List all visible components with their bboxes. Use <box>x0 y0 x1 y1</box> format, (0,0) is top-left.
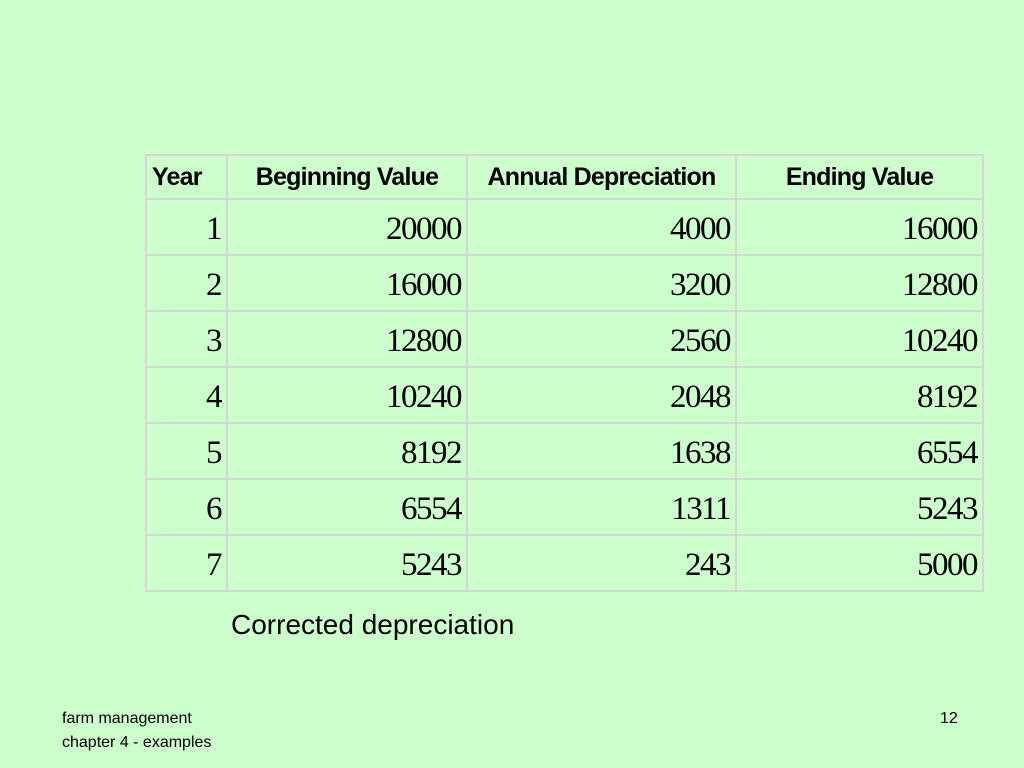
cell-annual-depreciation: 1638 <box>466 422 737 480</box>
cell-ending-value: 6554 <box>735 422 984 480</box>
cell-ending-value: 5000 <box>735 534 984 592</box>
cell-beginning-value: 10240 <box>226 366 468 424</box>
cell-year: 1 <box>145 198 228 256</box>
cell-ending-value: 12800 <box>735 254 984 312</box>
slide-page-number: 12 <box>940 710 958 727</box>
cell-year: 2 <box>145 254 228 312</box>
table-row: 4 10240 2048 8192 <box>145 366 984 424</box>
cell-year: 6 <box>145 478 228 536</box>
cell-annual-depreciation: 4000 <box>466 198 737 256</box>
table-row: 7 5243 243 5000 <box>145 534 984 592</box>
cell-year: 7 <box>145 534 228 592</box>
header-year: Year <box>145 154 228 200</box>
table-row: 2 16000 3200 12800 <box>145 254 984 312</box>
table-header-row: Year Beginning Value Annual Depreciation… <box>145 154 984 200</box>
cell-beginning-value: 6554 <box>226 478 468 536</box>
cell-annual-depreciation: 3200 <box>466 254 737 312</box>
cell-annual-depreciation: 243 <box>466 534 737 592</box>
cell-year: 5 <box>145 422 228 480</box>
header-beginning-value: Beginning Value <box>226 154 468 200</box>
table-row: 1 20000 4000 16000 <box>145 198 984 256</box>
cell-ending-value: 16000 <box>735 198 984 256</box>
cell-ending-value: 5243 <box>735 478 984 536</box>
cell-beginning-value: 16000 <box>226 254 468 312</box>
cell-beginning-value: 20000 <box>226 198 468 256</box>
cell-beginning-value: 5243 <box>226 534 468 592</box>
cell-annual-depreciation: 1311 <box>466 478 737 536</box>
cell-ending-value: 10240 <box>735 310 984 368</box>
table-row: 3 12800 2560 10240 <box>145 310 984 368</box>
header-ending-value: Ending Value <box>735 154 984 200</box>
table-caption: Corrected depreciation <box>231 609 515 640</box>
cell-beginning-value: 12800 <box>226 310 468 368</box>
depreciation-table: Year Beginning Value Annual Depreciation… <box>145 154 984 592</box>
table-row: 6 6554 1311 5243 <box>145 478 984 536</box>
footer-chapter: chapter 4 - examples <box>62 734 212 751</box>
slide-footer: farm management chapter 4 - examples <box>62 707 211 755</box>
cell-annual-depreciation: 2560 <box>466 310 737 368</box>
header-annual-depreciation: Annual Depreciation <box>466 154 737 200</box>
table-row: 5 8192 1638 6554 <box>145 422 984 480</box>
cell-year: 3 <box>145 310 228 368</box>
cell-year: 4 <box>145 366 228 424</box>
footer-course-title: farm management <box>62 710 192 727</box>
cell-ending-value: 8192 <box>735 366 984 424</box>
cell-annual-depreciation: 2048 <box>466 366 737 424</box>
cell-beginning-value: 8192 <box>226 422 468 480</box>
